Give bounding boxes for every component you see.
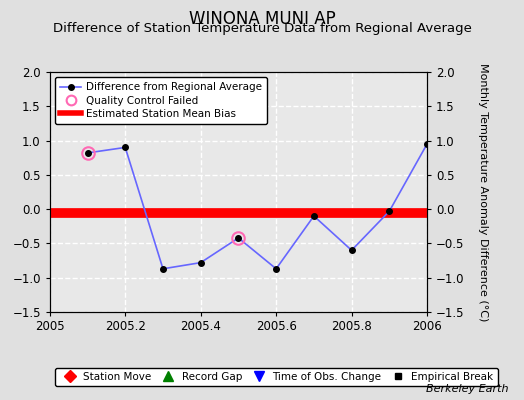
Text: Difference of Station Temperature Data from Regional Average: Difference of Station Temperature Data f… — [52, 22, 472, 35]
Text: WINONA MUNI AP: WINONA MUNI AP — [189, 10, 335, 28]
Legend: Station Move, Record Gap, Time of Obs. Change, Empirical Break: Station Move, Record Gap, Time of Obs. C… — [55, 368, 498, 386]
Y-axis label: Monthly Temperature Anomaly Difference (°C): Monthly Temperature Anomaly Difference (… — [478, 63, 488, 321]
Text: Berkeley Earth: Berkeley Earth — [426, 384, 508, 394]
